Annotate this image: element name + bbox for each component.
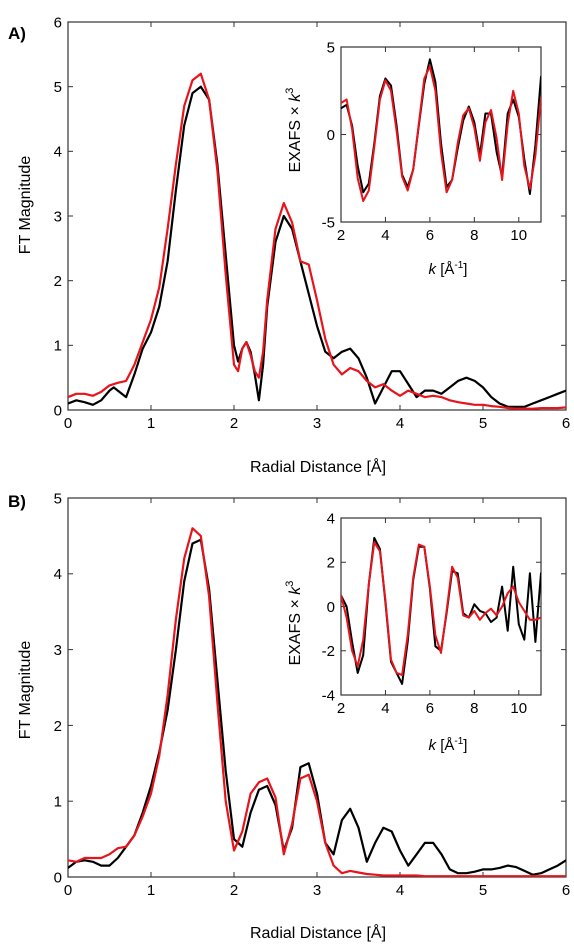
panel-a-inset-ylabel-text: EXAFS ×: [287, 102, 304, 173]
panel-a-xtick-label: 1: [147, 415, 155, 432]
panel-b-inset-ytick-label: 4: [327, 510, 335, 527]
panel-a-ytick-label: 2: [54, 273, 62, 290]
panel-b-inset-ylabel-text: EXAFS ×: [287, 595, 304, 666]
panel-a-series-red-line: [68, 72, 566, 410]
panel-b-inset-xlabel-unit: [Å: [436, 737, 454, 754]
panel-b-letter: B): [8, 492, 26, 511]
panel-a-plot: 0 1 2 3 4 5 6 0 1 2 3 4 5 6: [54, 14, 571, 432]
panel-b-inset-frame: [340, 517, 542, 696]
panel-b-xtick-label: 2: [230, 882, 238, 899]
panel-b-ytick-label: 1: [54, 794, 62, 811]
panel-b-ytick-label: 3: [54, 642, 62, 659]
panel-b-inset-xlabel-close: ]: [463, 737, 467, 754]
panel-b: B) FT Magnitude Radial Distance [Å] 0 1 2 3…: [8, 490, 570, 942]
panel-b-inset-plot: 2 4 6 8 10 -4 -2 0 2 4: [322, 510, 542, 717]
panel-a-letter: A): [8, 24, 26, 43]
panel-b-inset-ylabel-exp: 3: [284, 581, 296, 587]
panel-a-ytick-label: 5: [54, 79, 62, 96]
panel-a-ytick-label: 1: [54, 338, 62, 355]
panel-a-xtick-label: 4: [396, 415, 404, 432]
panel-b-inset-ytick-label: -4: [322, 687, 335, 704]
panel-b-inset-xtick-label: 8: [470, 700, 478, 717]
panel-b-inset-xtick-label: 10: [510, 700, 527, 717]
panel-a-xtick-label: 0: [64, 415, 72, 432]
panel-b-ytick-label: 2: [54, 718, 62, 735]
panel-b-ytick-label: 0: [54, 869, 62, 886]
panel-a-inset-xtick-label: 8: [470, 227, 478, 244]
panel-a-xlabel: Radial Distance [Å]: [250, 457, 386, 476]
panel-b-inset-ytick-label: 0: [327, 599, 335, 616]
panel-a-inset-ytick-label: -5: [322, 214, 335, 231]
panel-a-inset-xtick-label: 2: [337, 227, 345, 244]
panel-b-xtick-label: 0: [64, 882, 72, 899]
panel-b-inset-xtick-label: 4: [381, 700, 389, 717]
panel-a-ytick-label: 3: [54, 208, 62, 225]
panel-b-inset-xlabel: k [Å-1]: [429, 736, 468, 754]
panel-b-inset-ylabel-k: k: [287, 586, 304, 595]
panel-a-xtick-label: 2: [230, 415, 238, 432]
panel-a-inset-xlabel-close: ]: [463, 261, 467, 278]
panel-b-xtick-label: 6: [562, 882, 570, 899]
panel-b-ylabel: FT Magnitude: [17, 641, 34, 740]
panel-b-xtick-label: 5: [479, 882, 487, 899]
panel-a-inset-ylabel-exp: 3: [284, 88, 296, 94]
panel-b-inset-ylabel: EXAFS × k3: [284, 581, 304, 666]
panel-a-inset-xlabel: k [Å-1]: [429, 260, 468, 278]
panel-a-ytick-label: 4: [54, 144, 62, 161]
panel-b-xtick-label: 3: [313, 882, 321, 899]
panel-b-inset-ytick-label: 2: [327, 555, 335, 572]
panel-b-ytick-label: 4: [54, 566, 62, 583]
panel-a-inset-ylabel-k: k: [287, 93, 304, 102]
panel-a-xtick-label: 5: [479, 415, 487, 432]
panel-a-inset-xtick-label: 10: [510, 227, 527, 244]
panel-b-inset-xlabel-exp: -1: [454, 736, 463, 747]
panel-b-inset-xtick-label: 6: [426, 700, 434, 717]
panel-b-inset-xlabel-k: k: [429, 737, 438, 754]
panel-b-xtick-label: 4: [396, 882, 404, 899]
panel-a-inset-xlabel-exp: -1: [454, 260, 463, 271]
panel-a-xtick-label: 6: [562, 415, 570, 432]
panel-a-xtick-label: 3: [313, 415, 321, 432]
panel-a-inset-ylabel: EXAFS × k3: [284, 88, 304, 173]
panel-a-inset-ytick-label: 0: [327, 127, 335, 144]
panel-b-ytick-label: 5: [54, 490, 62, 507]
panel-a-inset-ytick-label: 5: [327, 39, 335, 56]
panel-b-xlabel: Radial Distance [Å]: [250, 923, 386, 942]
panel-b-plot: 0 1 2 3 4 5 6 0 1 2 3 4 5: [54, 490, 571, 899]
panel-b-inset-ytick-label: -2: [322, 643, 335, 660]
panel-a-inset-xtick-label: 4: [381, 227, 389, 244]
panel-a-inset-xtick-label: 6: [426, 227, 434, 244]
panel-b-series-red-line: [68, 527, 566, 877]
panel-a-inset: 2 4 6 8 10-505 EXAFS × k3 k [Å-1]: [284, 39, 542, 278]
panel-a-inset-plot: 2 4 6 8 10 -5 0 5: [322, 39, 542, 244]
panel-b-xtick-label: 1: [147, 882, 155, 899]
panel-a-ytick-label: 6: [54, 14, 62, 31]
panel-a-inset-xlabel-unit: [Å: [436, 261, 454, 278]
panel-a-ytick-label: 0: [54, 402, 62, 419]
panel-a-ylabel: FT Magnitude: [17, 156, 34, 255]
panel-b-inset-xtick-label: 2: [337, 700, 345, 717]
panel-a-inset-xlabel-k: k: [429, 261, 438, 278]
panel-b-inset-series-red-line: [341, 541, 541, 677]
panel-b-series-black-line: [68, 538, 566, 876]
panel-a-inset-series-red-line: [341, 65, 541, 202]
panel-a: A) FT Magnitude Radial Distance [Å] 0 1 2 3…: [8, 14, 570, 476]
